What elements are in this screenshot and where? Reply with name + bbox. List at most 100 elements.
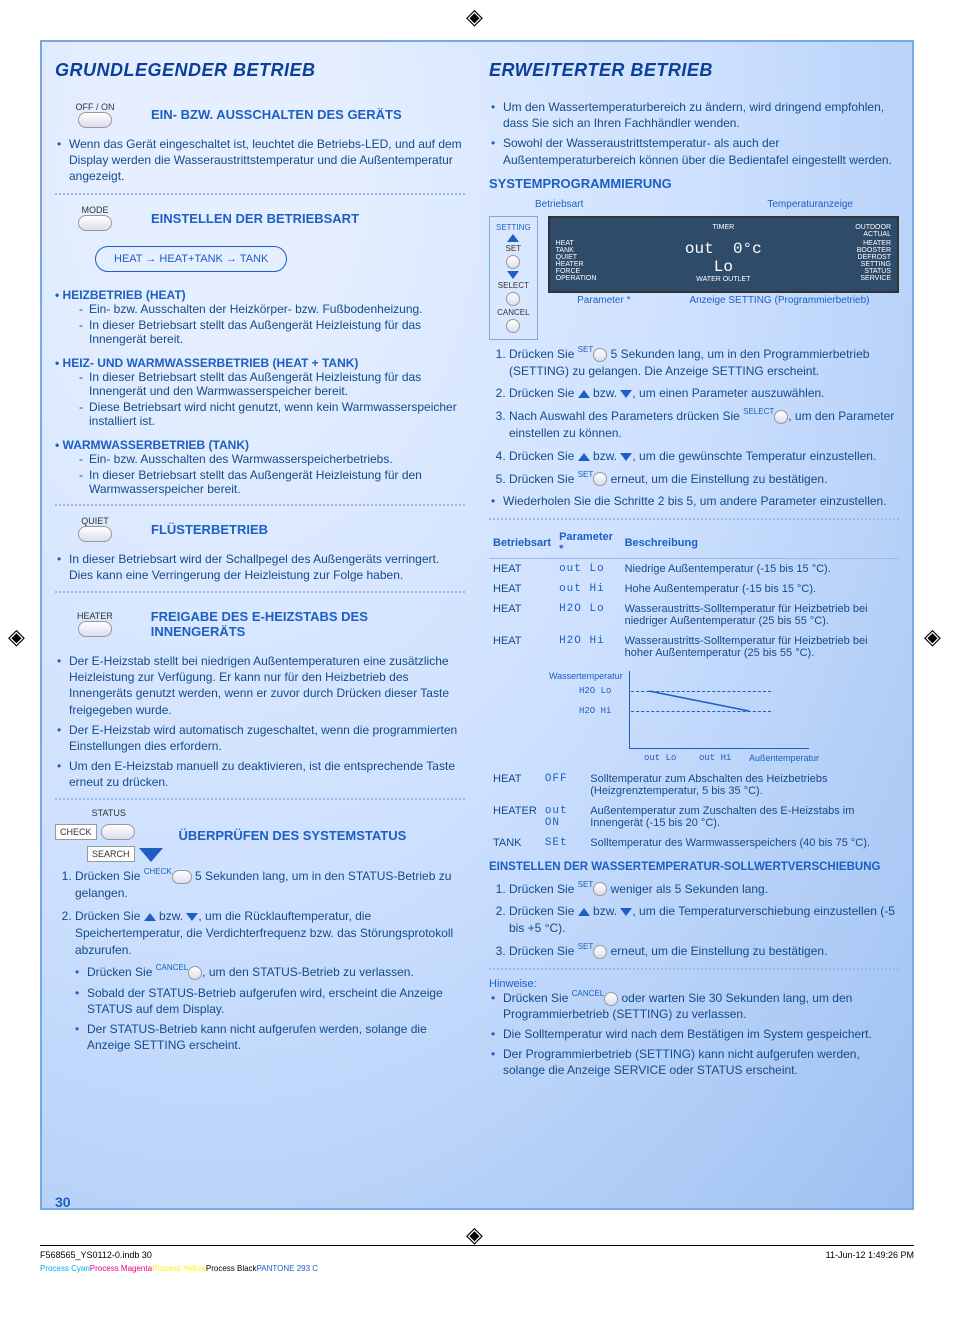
- dp-setting: SETTING: [831, 261, 891, 268]
- anzeige-label: Anzeige SETTING (Programmierbetrieb): [689, 295, 869, 306]
- heater-button-icon: [78, 621, 112, 637]
- mode-top-label: Betriebsart: [535, 199, 583, 210]
- chart-outlo: out Lo: [644, 753, 676, 763]
- quiet-bullet: In dieser Betriebsart wird der Schallpeg…: [55, 551, 465, 583]
- process-colors: Process CyanProcess MagentaProcess Yello…: [40, 1264, 318, 1273]
- chart-h2olo: H2O Lo: [579, 686, 611, 696]
- dp-booster: BOOSTER: [831, 247, 891, 254]
- dp-defrost: DEFROST: [831, 254, 891, 261]
- off-on-label: OFF / ON: [76, 102, 115, 112]
- cancel-label: CANCEL: [497, 308, 529, 317]
- water-temp-chart: Wassertemperatur H2O Lo H2O Hi out Lo ou…: [549, 671, 809, 761]
- seg-out: out: [685, 240, 714, 258]
- shift-step-3: Drücken Sie SET erneut, um die Einstellu…: [509, 943, 899, 960]
- status-note-0: Drücken Sie CANCEL, um den STATUS-Betrie…: [73, 964, 465, 980]
- th-2: Beschreibung: [621, 528, 899, 559]
- dp-status: STATUS: [831, 268, 891, 275]
- mode-button-icon: [78, 215, 112, 231]
- th-1: Parameter *: [555, 528, 621, 559]
- button-cluster: SETTING SET SELECT CANCEL: [489, 216, 538, 340]
- chart-h2ohi: H2O Hi: [579, 706, 611, 716]
- fc-cyan: Process Cyan: [40, 1264, 90, 1273]
- up-icon: [144, 913, 156, 921]
- heater-title: FREIGABE DES E-HEIZSTABS DES INNENGERÄTS: [151, 609, 465, 639]
- table-row: HEATOFFSolltemperatur zum Abschalten des…: [489, 769, 899, 801]
- cluster-up-icon: [507, 234, 519, 242]
- prog-step-2: Drücken Sie bzw. , um einen Parameter au…: [509, 385, 899, 402]
- prog-step-4: Drücken Sie bzw. , um die gewünschte Tem…: [509, 448, 899, 465]
- search-box-label: SEARCH: [87, 846, 135, 862]
- hinweis-1: Die Solltemperatur wird nach dem Bestäti…: [489, 1026, 899, 1042]
- right-column: ERWEITERTER BETRIEB Um den Wassertempera…: [489, 60, 899, 1083]
- set-inline-1-icon: [593, 348, 607, 362]
- parameter-table: Betriebsart Parameter * Beschreibung HEA…: [489, 528, 899, 663]
- select-label: SELECT: [498, 281, 529, 290]
- heattank-sub-1: Diese Betriebsart wird nicht genutzt, we…: [79, 400, 465, 428]
- param-star-label: Parameter *: [577, 295, 630, 306]
- tank-sub-0: Ein- bzw. Ausschalten des Warmwasserspei…: [79, 452, 465, 466]
- right-heading: ERWEITERTER BETRIEB: [489, 60, 899, 81]
- down-4-icon: [620, 453, 632, 461]
- dp-heater-l: HEATER: [556, 261, 616, 268]
- heat-sub-1: In dieser Betriebsart stellt das Außenge…: [79, 318, 465, 346]
- search-down-icon: [139, 848, 163, 862]
- chart-ylabel: Wassertemperatur: [549, 671, 623, 681]
- parameter-table-2: HEATOFFSolltemperatur zum Abschalten des…: [489, 769, 899, 853]
- dp-heat: HEAT: [556, 240, 616, 247]
- table-row: TANKSEtSolltemperatur des Warmwasserspei…: [489, 833, 899, 853]
- down-2-icon: [620, 390, 632, 398]
- th-0: Betriebsart: [489, 528, 555, 559]
- dp-water: WATER OUTLET: [618, 276, 829, 283]
- quiet-button-icon: [78, 526, 112, 542]
- chart-outhi: out Hi: [699, 753, 731, 763]
- heater-b1: Der E-Heizstab wird automatisch zugescha…: [55, 722, 465, 754]
- set-btn-icon: [506, 255, 520, 269]
- status-step-2: Drücken Sie bzw. , um die Rücklauftemper…: [75, 908, 465, 958]
- table-row: HEATERout ONAußentemperatur zum Zuschalt…: [489, 801, 899, 833]
- check-button-icon: [101, 824, 135, 840]
- set-shift-3-icon: [593, 945, 607, 959]
- repeat-note: Wiederholen Sie die Schritte 2 bis 5, um…: [489, 493, 899, 509]
- dp-operation: OPERATION: [556, 275, 616, 282]
- on-off-bullet: Wenn das Gerät eingeschaltet ist, leucht…: [55, 136, 465, 185]
- table-row: HEATH2O LoWasseraustritts-Solltemperatur…: [489, 599, 899, 631]
- sysprog-heading: SYSTEMPROGRAMMIERUNG: [489, 176, 899, 191]
- prog-step-5: Drücken Sie SET erneut, um die Einstellu…: [509, 471, 899, 488]
- chart-xlabel: Außentemperatur: [749, 753, 819, 763]
- tank-mode-title: • WARMWASSERBETRIEB (TANK): [55, 438, 465, 452]
- hinweise-title: Hinweise:: [489, 978, 899, 990]
- check-inline-icon: [172, 870, 192, 884]
- heater-label: HEATER: [77, 611, 113, 621]
- set-inline-5-icon: [593, 472, 607, 486]
- heat-mode-title: • HEIZBETRIEB (HEAT): [55, 288, 465, 302]
- up-shift-icon: [578, 908, 590, 916]
- shift-heading: EINSTELLEN DER WASSERTEMPERATUR-SOLLWERT…: [489, 861, 899, 873]
- up-4-icon: [578, 453, 590, 461]
- fc-pantone: PANTONE 293 C: [257, 1264, 319, 1273]
- dp-tank: TANK: [556, 247, 616, 254]
- fc-yellow: Process Yellow: [152, 1264, 206, 1273]
- heat-sub-0: Ein- bzw. Ausschalten der Heizkörper- bz…: [79, 302, 465, 316]
- set-label: SET: [506, 244, 522, 253]
- status-title: ÜBERPRÜFEN DES SYSTEMSTATUS: [179, 828, 407, 843]
- status-note-1: Sobald der STATUS-Betrieb aufgerufen wir…: [73, 985, 465, 1017]
- dp-heater-r: HEATER: [831, 240, 891, 247]
- intro-0: Um den Wassertemperaturbereich zu ändern…: [489, 99, 899, 131]
- lcd-display: TIMER OUTDOOR ACTUAL HEAT TANK QUIET HEA…: [548, 216, 899, 293]
- manual-page: GRUNDLEGENDER BETRIEB OFF / ON EIN- BZW.…: [0, 0, 954, 1270]
- cluster-down-icon: [507, 271, 519, 279]
- left-column: GRUNDLEGENDER BETRIEB OFF / ON EIN- BZW.…: [55, 60, 465, 1083]
- temp-top-label: Temperaturanzeige: [767, 199, 853, 210]
- check-box-label: CHECK: [55, 824, 97, 840]
- select-inline-icon: [774, 410, 788, 424]
- table-row: HEATH2O HiWasseraustritts-Solltemperatur…: [489, 631, 899, 663]
- power-button-icon: [78, 112, 112, 128]
- fc-black: Process Black: [206, 1264, 257, 1273]
- seg-deg: 0°c: [733, 240, 762, 258]
- setting-label: SETTING: [496, 223, 531, 232]
- on-off-title: EIN- BZW. AUSSCHALTEN DES GERÄTS: [151, 107, 402, 122]
- mode-chain: HEAT → HEAT+TANK → TANK: [95, 246, 287, 272]
- footer-date: 11-Jun-12 1:49:26 PM: [826, 1250, 914, 1260]
- table-row: HEATout HiHohe Außentemperatur (-15 bis …: [489, 579, 899, 599]
- dp-timer: TIMER: [618, 224, 829, 238]
